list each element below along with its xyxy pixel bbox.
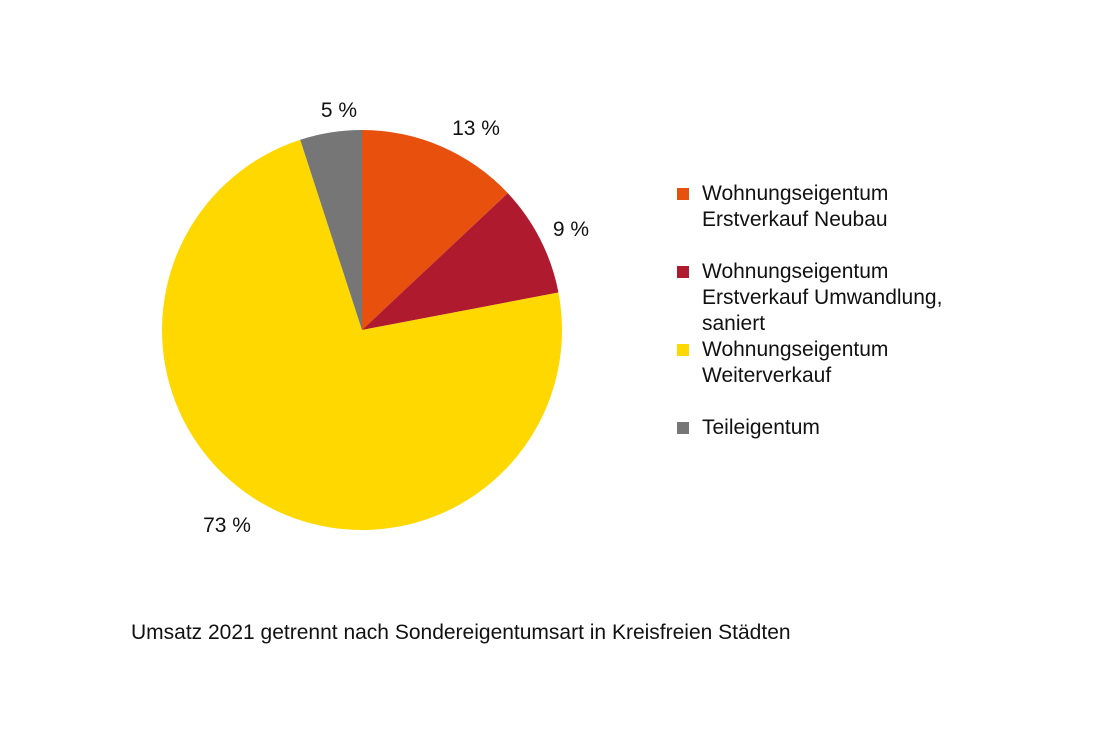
legend-label-line: Wohnungseigentum: [702, 182, 889, 205]
pie-slice-1: [362, 130, 508, 330]
legend-label-line: Erstverkauf Umwandlung,: [702, 286, 943, 309]
legend-swatch-2: [677, 266, 689, 278]
legend-label-line: Teileigentum: [702, 416, 820, 439]
legend: Wohnungseigentum Erstverkauf Neubau Wohnun…: [677, 181, 1007, 441]
legend-item-4: Teileigentum: [677, 415, 1007, 441]
slice-value-label-4: 5 %: [321, 99, 357, 122]
slice-value-label-2: 9 %: [553, 218, 589, 241]
pie-slice-2: [362, 193, 559, 330]
slice-value-label-3: 73 %: [203, 514, 251, 537]
legend-label-line: saniert: [702, 312, 766, 335]
pie-slice-3: [162, 139, 563, 531]
legend-label-line: Weiterverkauf: [702, 364, 832, 387]
legend-item-3: Wohnungseigentum Weiterverkauf: [677, 337, 1007, 389]
legend-swatch-3: [677, 344, 689, 356]
legend-label-line: Erstverkauf Neubau: [702, 208, 888, 231]
legend-swatch-1: [677, 188, 689, 200]
legend-swatch-4: [677, 422, 689, 434]
legend-label-line: Wohnungseigentum: [702, 338, 889, 361]
legend-item-2: Wohnungseigentum Erstverkauf Umwandlung, s…: [677, 259, 1007, 337]
pie-value-labels: 13 % 9 % 73 % 5 %: [203, 99, 589, 537]
chart-caption: Umsatz 2021 getrennt nach Sondereigentum…: [131, 621, 791, 644]
legend-item-1: Wohnungseigentum Erstverkauf Neubau: [677, 181, 1007, 233]
legend-label-line: Wohnungseigentum: [702, 260, 889, 283]
slice-value-label-1: 13 %: [452, 117, 500, 140]
pie-slices: [162, 130, 563, 531]
pie-slice-4: [300, 130, 362, 330]
